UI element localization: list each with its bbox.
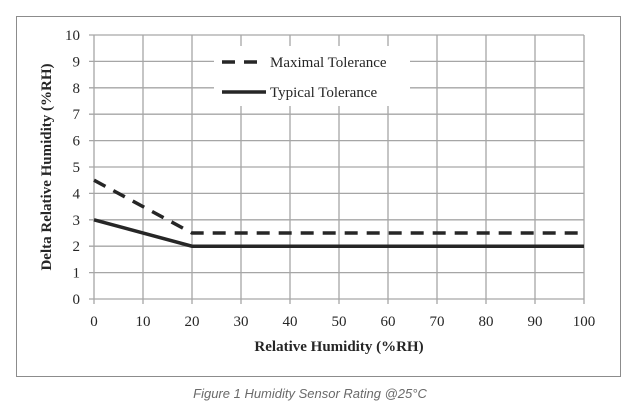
series-line-maximal-tolerance: [93, 178, 584, 235]
legend: Maximal Tolerance Typical Tolerance: [214, 46, 410, 106]
y-tick-label: 0: [73, 292, 81, 308]
x-tick-label: 20: [185, 314, 200, 330]
y-tick-label: 3: [73, 213, 81, 229]
y-tick-label: 2: [73, 239, 81, 255]
legend-label: Maximal Tolerance: [270, 55, 387, 71]
legend-background: [214, 46, 410, 106]
legend-label: Typical Tolerance: [270, 85, 377, 101]
y-axis-label: Delta Relative Humidity (%RH): [39, 63, 55, 270]
y-tick-label: 4: [73, 186, 81, 202]
x-tick-label: 50: [332, 314, 347, 330]
y-tick-label: 10: [65, 28, 80, 44]
y-tick-label: 8: [73, 81, 81, 97]
y-tick-label: 1: [73, 266, 81, 282]
x-tick-label: 80: [479, 314, 494, 330]
y-tick-label: 9: [73, 54, 81, 70]
x-tick-label: 100: [573, 314, 596, 330]
x-tick-label: 10: [136, 314, 151, 330]
y-tick-label: 5: [73, 160, 81, 176]
y-tick-label: 6: [73, 134, 81, 150]
x-tick-label: 90: [528, 314, 543, 330]
chart-frame: [16, 16, 621, 377]
x-tick-label: 60: [381, 314, 396, 330]
figure-caption: Figure 1 Humidity Sensor Rating @25°C: [193, 386, 427, 401]
x-tick-label: 40: [283, 314, 298, 330]
x-tick-label: 0: [90, 314, 98, 330]
x-tick-label: 30: [234, 314, 249, 330]
x-axis-label: Relative Humidity (%RH): [254, 339, 423, 355]
series-line-typical-tolerance: [93, 218, 584, 248]
x-tick-label: 70: [430, 314, 445, 330]
y-tick-label: 7: [73, 107, 81, 123]
